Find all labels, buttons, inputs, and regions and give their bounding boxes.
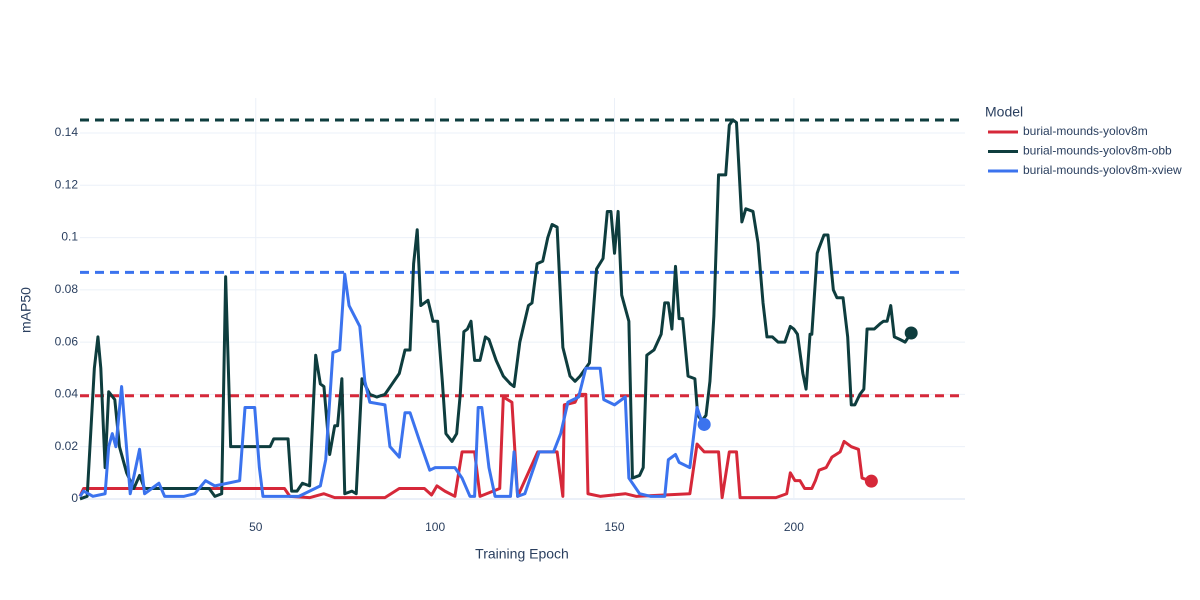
legend-label[interactable]: burial-mounds-yolov8m-obb bbox=[1023, 144, 1172, 158]
y-tick-label: 0.12 bbox=[55, 177, 79, 191]
y-tick-label: 0.08 bbox=[55, 282, 79, 296]
end-marker bbox=[904, 326, 918, 340]
series-line bbox=[78, 392, 872, 500]
x-tick-label: 100 bbox=[425, 520, 445, 534]
end-marker bbox=[864, 474, 878, 488]
series-line bbox=[78, 272, 706, 498]
end-marker bbox=[697, 417, 711, 431]
series-line bbox=[79, 118, 913, 501]
legend-title: Model bbox=[985, 104, 1023, 120]
x-tick-label: 50 bbox=[249, 520, 263, 534]
legend-label[interactable]: burial-mounds-yolov8m-xview bbox=[1023, 163, 1182, 177]
x-axis-title: Training Epoch bbox=[475, 546, 569, 562]
x-tick-label: 150 bbox=[605, 520, 625, 534]
y-tick-label: 0.1 bbox=[61, 230, 78, 244]
y-axis-title: mAP50 bbox=[18, 287, 34, 333]
y-tick-label: 0.04 bbox=[55, 387, 79, 401]
y-tick-label: 0.02 bbox=[55, 439, 79, 453]
x-tick-label: 200 bbox=[784, 520, 804, 534]
y-tick-label: 0 bbox=[71, 491, 78, 505]
legend-label[interactable]: burial-mounds-yolov8m bbox=[1023, 124, 1148, 138]
y-tick-label: 0.14 bbox=[55, 125, 79, 139]
y-tick-label: 0.06 bbox=[55, 334, 79, 348]
